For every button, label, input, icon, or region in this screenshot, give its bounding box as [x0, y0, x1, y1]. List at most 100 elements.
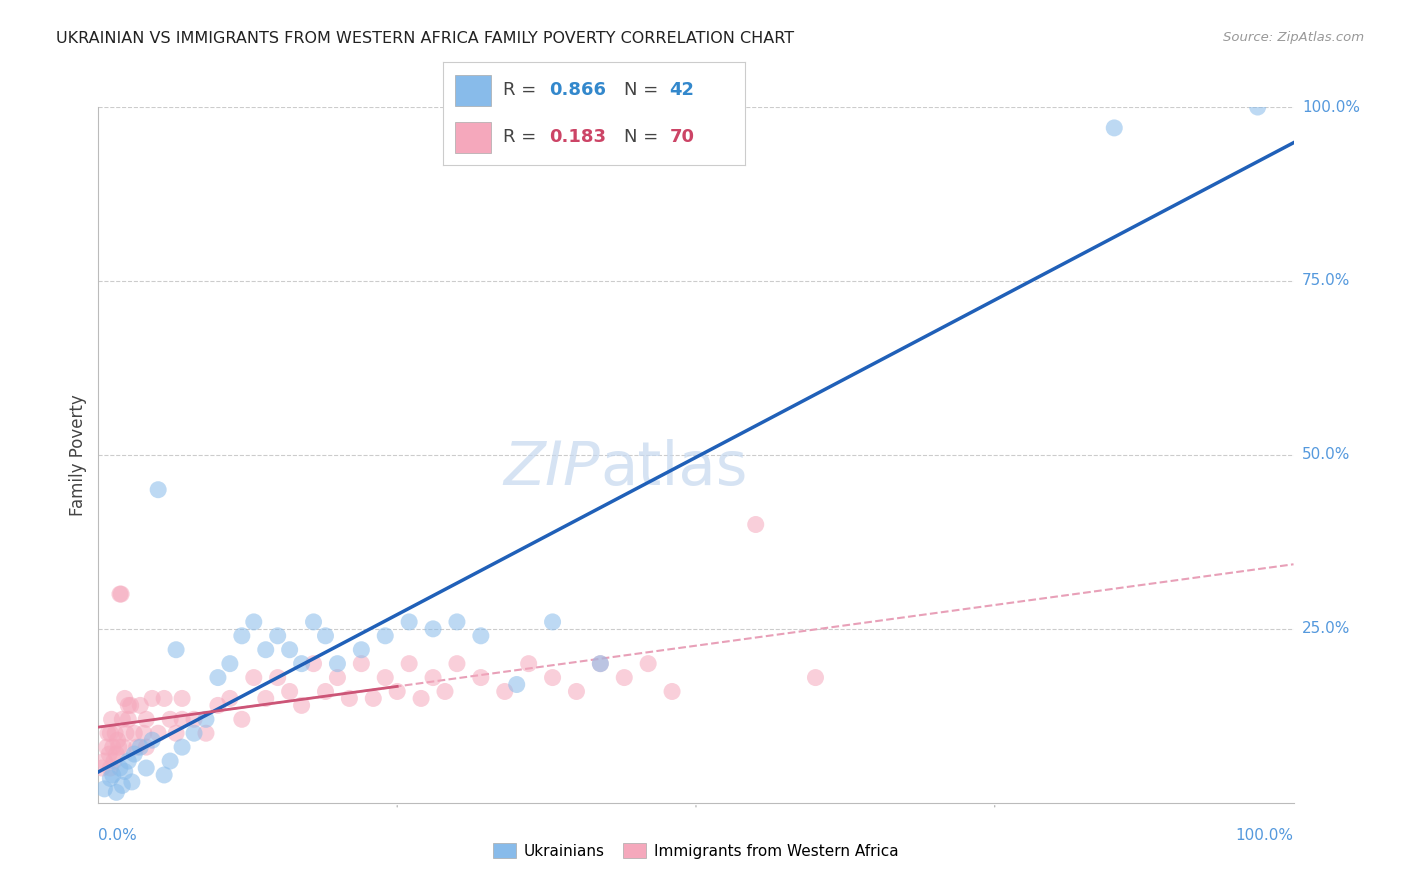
Point	[112, 740, 135, 755]
Point	[302, 657, 325, 671]
Point	[153, 691, 176, 706]
Point	[111, 778, 134, 792]
Point	[148, 483, 170, 497]
Point	[422, 671, 444, 685]
Text: R =: R =	[503, 81, 543, 99]
Point	[231, 629, 253, 643]
Text: Source: ZipAtlas.com: Source: ZipAtlas.com	[1223, 31, 1364, 45]
Point	[254, 691, 277, 706]
Point	[302, 615, 325, 629]
Point	[159, 754, 181, 768]
Point	[111, 712, 134, 726]
Point	[114, 691, 136, 706]
Text: 25.0%: 25.0%	[1302, 622, 1350, 636]
Point	[153, 768, 176, 782]
Text: 75.0%: 75.0%	[1302, 274, 1350, 288]
Point	[613, 671, 636, 685]
Point	[183, 712, 205, 726]
Point	[117, 754, 139, 768]
Point	[103, 754, 125, 768]
Point	[290, 698, 312, 713]
Point	[745, 517, 768, 532]
Point	[141, 691, 163, 706]
Point	[278, 684, 301, 698]
Point	[1102, 120, 1125, 135]
Point	[108, 761, 131, 775]
Point	[398, 657, 420, 671]
Point	[183, 726, 205, 740]
Point	[637, 657, 659, 671]
Point	[422, 622, 444, 636]
Point	[115, 726, 138, 740]
Point	[589, 657, 612, 671]
Point	[101, 768, 124, 782]
Point	[141, 733, 163, 747]
Point	[804, 671, 827, 685]
Point	[315, 684, 337, 698]
Point	[129, 740, 152, 755]
Point	[172, 712, 194, 726]
Point	[470, 671, 492, 685]
Text: 100.0%: 100.0%	[1236, 828, 1294, 843]
Point	[231, 712, 253, 726]
Point	[207, 671, 229, 685]
Point	[219, 657, 242, 671]
Point	[446, 615, 468, 629]
Point	[350, 657, 373, 671]
Point	[105, 747, 128, 761]
Point	[165, 642, 187, 657]
Point	[96, 740, 118, 755]
Point	[350, 642, 373, 657]
Point	[541, 615, 564, 629]
Point	[337, 691, 360, 706]
Point	[517, 657, 540, 671]
Point	[98, 761, 122, 775]
Point	[120, 698, 142, 713]
Point	[107, 733, 129, 747]
Point	[290, 657, 312, 671]
Point	[254, 642, 277, 657]
Point	[98, 772, 122, 786]
Point	[104, 726, 127, 740]
Text: N =: N =	[624, 128, 664, 146]
Point	[315, 629, 337, 643]
FancyBboxPatch shape	[456, 75, 491, 105]
Point	[470, 629, 492, 643]
Point	[374, 671, 396, 685]
Text: 0.866: 0.866	[548, 81, 606, 99]
Text: 70: 70	[669, 128, 695, 146]
Point	[589, 657, 612, 671]
Point	[172, 691, 194, 706]
Point	[363, 691, 385, 706]
Point	[398, 615, 420, 629]
Point	[278, 642, 301, 657]
Point	[108, 587, 131, 601]
Point	[267, 629, 290, 643]
Point	[207, 698, 229, 713]
Point	[148, 726, 170, 740]
Point	[326, 671, 349, 685]
Point	[135, 761, 157, 775]
Point	[114, 764, 136, 779]
Point	[374, 629, 396, 643]
Text: 0.0%: 0.0%	[98, 828, 138, 843]
Point	[129, 698, 152, 713]
Point	[159, 712, 181, 726]
Point	[494, 684, 516, 698]
Point	[385, 684, 409, 698]
Point	[105, 785, 128, 799]
Point	[326, 657, 349, 671]
Text: R =: R =	[503, 128, 543, 146]
Legend: Ukrainians, Immigrants from Western Africa: Ukrainians, Immigrants from Western Afri…	[488, 837, 904, 864]
Point	[135, 740, 157, 755]
Point	[242, 671, 264, 685]
Point	[124, 726, 146, 740]
Point	[107, 740, 129, 755]
Point	[411, 691, 433, 706]
Point	[98, 726, 122, 740]
Point	[446, 657, 468, 671]
Point	[98, 747, 121, 761]
Point	[117, 698, 139, 713]
Point	[93, 781, 115, 796]
Point	[433, 684, 456, 698]
